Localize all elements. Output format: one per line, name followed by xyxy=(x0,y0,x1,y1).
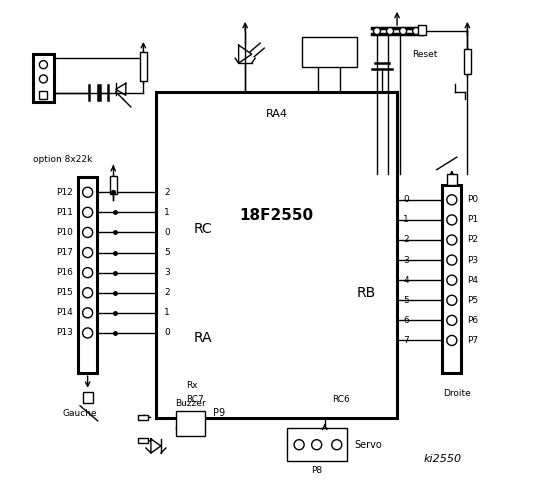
Text: 0: 0 xyxy=(164,328,170,337)
Text: P1: P1 xyxy=(467,216,478,225)
Text: 3: 3 xyxy=(164,268,170,277)
Text: P3: P3 xyxy=(467,255,478,264)
Bar xyxy=(138,415,148,420)
Circle shape xyxy=(447,295,457,305)
Text: P7: P7 xyxy=(467,336,478,345)
Text: Servo: Servo xyxy=(354,440,382,450)
Text: RC7: RC7 xyxy=(186,395,204,404)
Bar xyxy=(33,54,54,102)
Text: Buzzer: Buzzer xyxy=(175,399,206,408)
Bar xyxy=(109,176,117,194)
Text: P6: P6 xyxy=(467,316,478,325)
Bar xyxy=(140,52,147,81)
Text: RB: RB xyxy=(357,286,376,300)
Text: P13: P13 xyxy=(56,328,73,337)
Bar xyxy=(286,428,347,461)
Text: USB: USB xyxy=(318,47,341,57)
Text: P17: P17 xyxy=(56,248,73,257)
Bar xyxy=(418,25,426,35)
Bar xyxy=(39,91,48,99)
Circle shape xyxy=(400,27,406,35)
Circle shape xyxy=(82,187,93,197)
Text: P9: P9 xyxy=(213,408,225,418)
Bar xyxy=(176,411,205,436)
Text: 2: 2 xyxy=(403,236,409,244)
Circle shape xyxy=(294,440,304,450)
Circle shape xyxy=(447,235,457,245)
Bar xyxy=(156,92,397,419)
Circle shape xyxy=(447,215,457,225)
Text: P11: P11 xyxy=(56,208,73,217)
Text: P8: P8 xyxy=(311,466,322,475)
Text: P15: P15 xyxy=(56,288,73,297)
Circle shape xyxy=(447,336,457,346)
Text: P12: P12 xyxy=(56,188,73,197)
Bar xyxy=(301,36,357,67)
Text: RA4: RA4 xyxy=(265,109,288,120)
Circle shape xyxy=(82,228,93,238)
Bar xyxy=(78,177,97,373)
Text: 1: 1 xyxy=(164,308,170,317)
Text: 7: 7 xyxy=(403,336,409,345)
Text: 0: 0 xyxy=(164,228,170,237)
Text: P2: P2 xyxy=(467,236,478,244)
Text: 1: 1 xyxy=(164,208,170,217)
Text: 18F2550: 18F2550 xyxy=(239,208,314,223)
Circle shape xyxy=(39,75,48,83)
Circle shape xyxy=(82,268,93,277)
Text: P0: P0 xyxy=(467,195,478,204)
Text: 5: 5 xyxy=(164,248,170,257)
Text: 4: 4 xyxy=(403,276,409,285)
Bar xyxy=(464,49,471,74)
Circle shape xyxy=(447,195,457,205)
Text: 0: 0 xyxy=(403,195,409,204)
Bar xyxy=(82,392,93,403)
Text: 5: 5 xyxy=(403,296,409,305)
Circle shape xyxy=(82,248,93,258)
Circle shape xyxy=(373,27,380,35)
Circle shape xyxy=(39,60,48,69)
Circle shape xyxy=(332,440,342,450)
Text: RA: RA xyxy=(194,331,212,345)
Text: Gauche: Gauche xyxy=(62,409,97,418)
Circle shape xyxy=(312,440,322,450)
Circle shape xyxy=(387,27,394,35)
Text: RC: RC xyxy=(194,222,212,236)
Text: P14: P14 xyxy=(56,308,73,317)
Circle shape xyxy=(82,288,93,298)
Text: ki2550: ki2550 xyxy=(423,454,461,464)
Text: RC6: RC6 xyxy=(332,395,349,404)
Circle shape xyxy=(447,255,457,265)
Circle shape xyxy=(413,27,420,35)
Text: 6: 6 xyxy=(403,316,409,325)
Circle shape xyxy=(82,207,93,217)
Bar xyxy=(138,438,148,444)
Text: 3: 3 xyxy=(403,255,409,264)
Text: P5: P5 xyxy=(467,296,478,305)
Text: P10: P10 xyxy=(56,228,73,237)
Text: P4: P4 xyxy=(467,276,478,285)
Bar xyxy=(442,185,461,373)
Circle shape xyxy=(447,275,457,285)
Circle shape xyxy=(82,328,93,338)
Text: 2: 2 xyxy=(164,188,170,197)
Text: 1: 1 xyxy=(403,216,409,225)
Text: Rx: Rx xyxy=(186,381,198,390)
Text: Reset: Reset xyxy=(412,49,437,59)
Circle shape xyxy=(82,308,93,318)
Text: 2: 2 xyxy=(164,288,170,297)
Text: Droite: Droite xyxy=(443,389,471,398)
Text: P16: P16 xyxy=(56,268,73,277)
Bar xyxy=(447,174,457,185)
Circle shape xyxy=(447,315,457,325)
Text: option 8x22k: option 8x22k xyxy=(33,155,92,164)
